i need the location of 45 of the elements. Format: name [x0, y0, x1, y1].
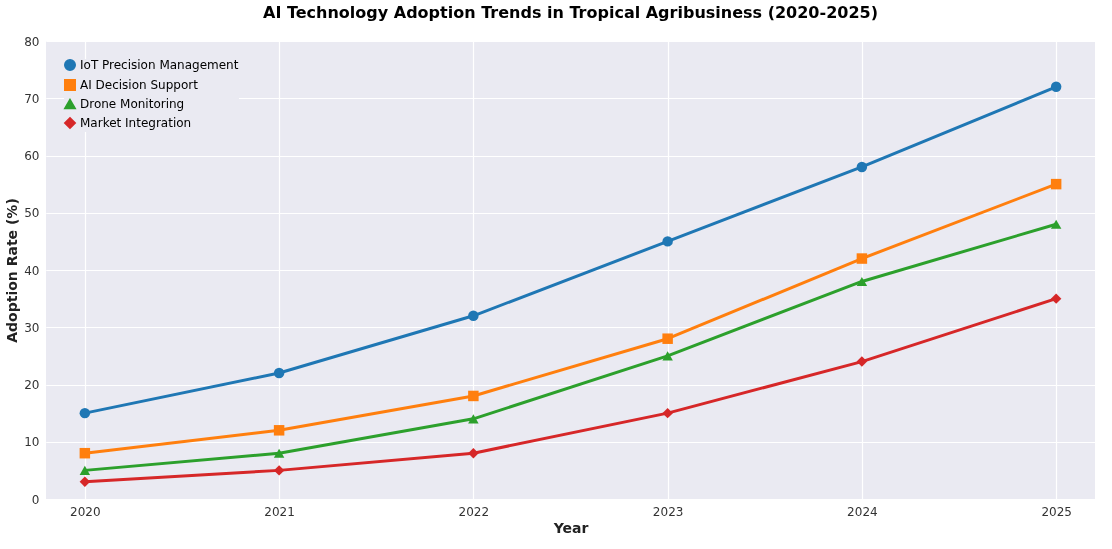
point: [468, 414, 479, 424]
point: [79, 407, 91, 419]
point: [856, 356, 868, 367]
point: [273, 425, 285, 436]
point: [1050, 219, 1062, 229]
x-tick-label: 2025: [1041, 504, 1072, 519]
point: [1050, 293, 1062, 304]
point: [856, 276, 868, 286]
x-tick-label: 2023: [652, 504, 684, 519]
y-tick-label: 10: [24, 435, 40, 450]
point: [662, 236, 673, 247]
legend-label: Drone Monitoring: [80, 97, 185, 111]
point: [662, 333, 673, 344]
point: [273, 367, 285, 379]
y-tick-label: 60: [24, 149, 40, 163]
y-tick-label: 50: [24, 206, 40, 221]
point: [468, 310, 479, 322]
y-tick-label: 80: [24, 34, 40, 49]
point: [856, 253, 868, 264]
legend-label: Market Integration: [80, 116, 192, 130]
point: [1050, 81, 1062, 93]
point: [468, 390, 479, 402]
point: [79, 447, 91, 459]
point: [856, 161, 868, 173]
chart-title: AI Technology Adoption Trends in Tropical Agribusiness (2020-2025): [263, 3, 878, 22]
x-tick-label: 2021: [264, 504, 295, 519]
legend-label: AI Decision Support: [80, 78, 199, 92]
point: [468, 447, 479, 459]
y-tick-label: 40: [24, 263, 40, 278]
x-axis-title: Year: [552, 519, 589, 536]
y-tick-label: 20: [24, 378, 40, 392]
point: [662, 351, 673, 361]
x-tick-label: 2020: [70, 504, 101, 519]
y-tick-label: 30: [24, 320, 40, 335]
y-tick-label: 70: [24, 91, 40, 106]
point: [273, 465, 285, 476]
y-axis-title: Adoption Rate (%): [4, 198, 21, 343]
y-tick-label: 0: [31, 492, 40, 507]
point: [79, 465, 91, 475]
x-tick-label: 2022: [458, 504, 490, 519]
point: [662, 407, 673, 419]
point: [273, 448, 285, 458]
legend-label: IoT Precision Management: [80, 58, 239, 72]
x-tick-label: 2024: [847, 504, 878, 519]
point: [1050, 178, 1062, 190]
